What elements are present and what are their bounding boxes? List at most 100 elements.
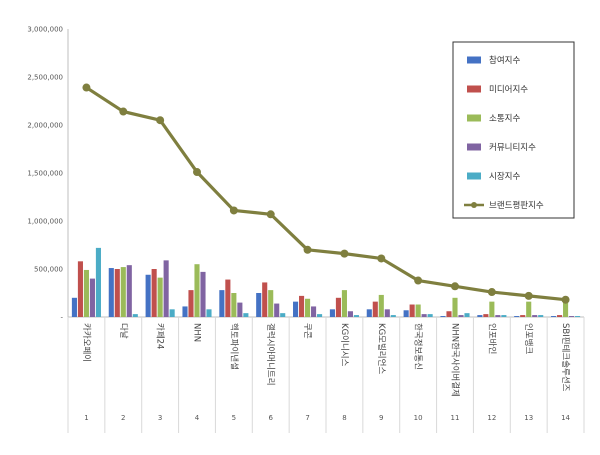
bar (427, 314, 433, 317)
category-number: 8 (342, 414, 346, 422)
bar (169, 309, 175, 317)
category-number: 11 (451, 414, 460, 422)
line-point (119, 107, 128, 116)
bar (366, 309, 372, 317)
bar (421, 314, 427, 317)
category-label: 헥토파이낸셜 (228, 323, 239, 370)
legend-swatch (467, 172, 481, 180)
line-point (487, 288, 496, 297)
y-tick-label: 3,000,000 (27, 26, 63, 34)
line-point (229, 206, 238, 215)
category-label: 다날 (118, 323, 129, 339)
bar (384, 309, 390, 317)
line-point (156, 116, 165, 125)
bar (526, 301, 532, 317)
bar (262, 282, 268, 317)
bar (378, 294, 384, 317)
category-number: 4 (195, 414, 200, 422)
category-number: 13 (524, 414, 533, 422)
bar (268, 290, 274, 317)
line-point (414, 276, 423, 285)
bar (163, 260, 169, 317)
bar (83, 269, 89, 317)
bar (256, 293, 262, 317)
bar (95, 247, 101, 317)
category-number: 2 (121, 414, 125, 422)
bar (557, 315, 563, 317)
bar (114, 269, 120, 317)
category-label: 인포바인 (486, 323, 497, 354)
bar (237, 302, 243, 317)
bar (538, 315, 544, 317)
bar (551, 316, 557, 317)
category-number: 12 (487, 414, 496, 422)
bar (575, 316, 581, 317)
y-tick-label: 2,500,000 (27, 74, 63, 82)
y-tick-label: 500,000 (34, 266, 63, 274)
category-number: 14 (561, 414, 570, 422)
category-number: 5 (232, 414, 236, 422)
bar (489, 301, 495, 317)
category-label: 인포뱅크 (523, 323, 534, 354)
legend-point-swatch (471, 202, 477, 208)
bar (403, 310, 409, 317)
bar (200, 271, 206, 317)
bar (501, 315, 507, 317)
bar (157, 277, 163, 317)
bar (71, 297, 77, 317)
line-point (82, 83, 91, 92)
bar (89, 278, 95, 317)
category-label: SBI핀테크솔루션즈 (560, 323, 571, 392)
bar (274, 303, 280, 317)
bar (108, 268, 114, 317)
bar (329, 309, 335, 317)
category-label: NHN (192, 323, 202, 342)
legend-swatch (467, 114, 481, 122)
category-label: 카페24 (155, 323, 166, 349)
category-label: KG이니시스 (339, 323, 350, 367)
bar (311, 306, 317, 317)
category-label: KG모빌리언스 (376, 323, 387, 374)
legend-swatch (467, 143, 481, 151)
category-label: 쿠콘 (302, 323, 312, 339)
bar (305, 298, 311, 317)
bar (514, 316, 520, 317)
y-tick-label: 1,500,000 (27, 170, 63, 178)
legend-swatch (467, 85, 481, 93)
bar (569, 316, 575, 317)
category-number: 9 (379, 414, 383, 422)
bar (409, 304, 415, 317)
category-label: 한국정보통신 (413, 323, 424, 370)
legend-swatch (467, 56, 481, 64)
line-point (451, 282, 459, 291)
category-label: 갤럭시아머니트리 (265, 323, 276, 386)
bar (458, 315, 464, 317)
bar (194, 264, 200, 317)
bar (299, 295, 305, 317)
bar (317, 314, 323, 317)
bar (120, 267, 126, 317)
legend-label: 소통지수 (489, 114, 520, 124)
y-tick-label: - (60, 314, 63, 322)
legend-label: 미디어지수 (489, 84, 528, 95)
bar (188, 290, 194, 317)
bar (390, 315, 396, 317)
bar (182, 306, 188, 317)
bar (219, 290, 225, 317)
legend-label: 시장지수 (489, 171, 520, 182)
bar (126, 265, 132, 317)
bar (532, 315, 538, 317)
bar (206, 309, 212, 317)
bar (145, 274, 151, 317)
bar (372, 301, 378, 317)
line-point (266, 210, 275, 219)
line-point (561, 295, 570, 304)
category-number: 7 (305, 414, 309, 422)
line-point (303, 245, 312, 254)
bar (446, 311, 452, 317)
line-point (340, 249, 349, 258)
y-tick-label: 1,000,000 (27, 218, 63, 226)
bar (477, 315, 483, 317)
line-point (524, 291, 533, 300)
